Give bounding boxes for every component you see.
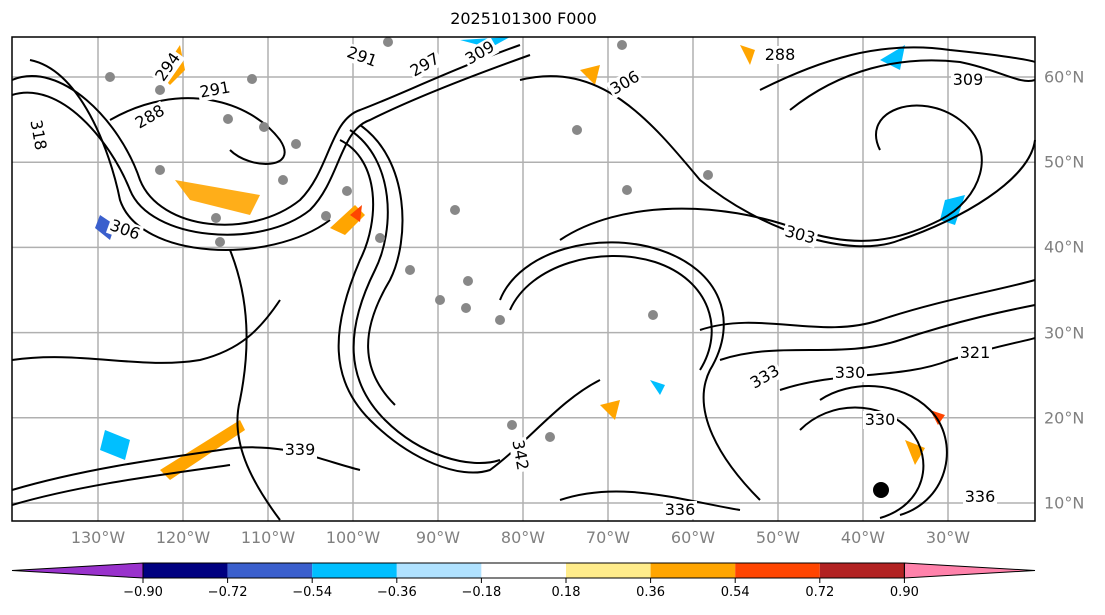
longitude-label: 80°W [500, 528, 546, 547]
colorbar-tick-label: 0.90 [889, 585, 919, 600]
colorbar-tick-label: −0.36 [376, 585, 417, 600]
longitude-label: 120°W [155, 528, 211, 547]
latitude-label: 40°N [1044, 237, 1085, 257]
colorbar-segment [566, 563, 651, 578]
contour-label: 336 [965, 487, 996, 506]
contour-label: 288 [765, 45, 796, 64]
longitude-label: 50°W [755, 528, 801, 547]
contour-label: 321 [960, 343, 991, 362]
station-markers [105, 37, 713, 442]
contour-label: 336 [665, 500, 696, 519]
contour-label: 339 [285, 440, 316, 459]
latitude-label: 10°N [1044, 493, 1085, 513]
graticule [12, 37, 1035, 521]
longitude-label: 90°W [415, 528, 461, 547]
latitude-label: 60°N [1044, 67, 1085, 87]
colorbar-tick-label: −0.18 [461, 585, 502, 600]
colorbar-tick-label: −0.72 [207, 585, 248, 600]
longitude-label: 30°W [925, 528, 971, 547]
longitude-label: 60°W [670, 528, 716, 547]
colorbar-segment [396, 563, 482, 578]
colorbar-extend-high [903, 562, 1036, 579]
colorbar-segment [481, 563, 566, 578]
contour-label: 330 [865, 410, 896, 429]
latitude-label: 50°N [1044, 152, 1085, 172]
colorbar-tick-label: −0.54 [292, 585, 333, 600]
colorbar-tick-label: 0.18 [551, 585, 581, 600]
colorbar-segment [819, 563, 905, 578]
colorbar-segment [735, 563, 820, 578]
storm-marker [873, 482, 889, 498]
colorbar-extend-low [11, 562, 144, 579]
longitude-label: 110°W [240, 528, 296, 547]
contour-label: 330 [835, 363, 866, 382]
longitude-label: 130°W [70, 528, 126, 547]
colorbar-outline [142, 562, 905, 579]
colorbar [11, 562, 1036, 583]
latitude-label: 20°N [1044, 408, 1085, 428]
map-title: 2025101300 F000 [450, 9, 597, 28]
colorbar-tick-label: 0.36 [636, 585, 666, 600]
colorbar-segment [143, 563, 228, 578]
colorbar-segment [227, 563, 313, 578]
colorbar-segment [312, 563, 397, 578]
colorbar-tick-label: −0.90 [123, 585, 163, 600]
colorbar-tick-label: 0.72 [805, 585, 835, 600]
map-border [11, 36, 1036, 522]
longitude-label: 100°W [325, 528, 381, 547]
longitude-label: 40°W [840, 528, 886, 547]
colorbar-segment [650, 563, 736, 578]
contour-label: 309 [953, 70, 984, 89]
longitude-label: 70°W [585, 528, 631, 547]
latitude-label: 30°N [1044, 323, 1085, 343]
colorbar-tick-label: 0.54 [720, 585, 750, 600]
